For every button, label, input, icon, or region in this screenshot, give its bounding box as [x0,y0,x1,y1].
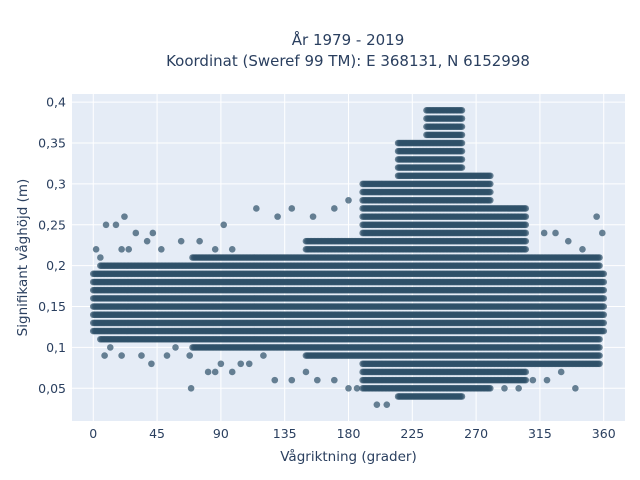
data-point [600,295,608,302]
data-point [600,286,608,294]
data-points [89,107,608,408]
data-point [600,303,608,310]
data-point [600,311,608,319]
data-point [600,270,608,278]
data-point [600,327,608,335]
data-point [600,278,608,286]
data-point [600,319,608,327]
